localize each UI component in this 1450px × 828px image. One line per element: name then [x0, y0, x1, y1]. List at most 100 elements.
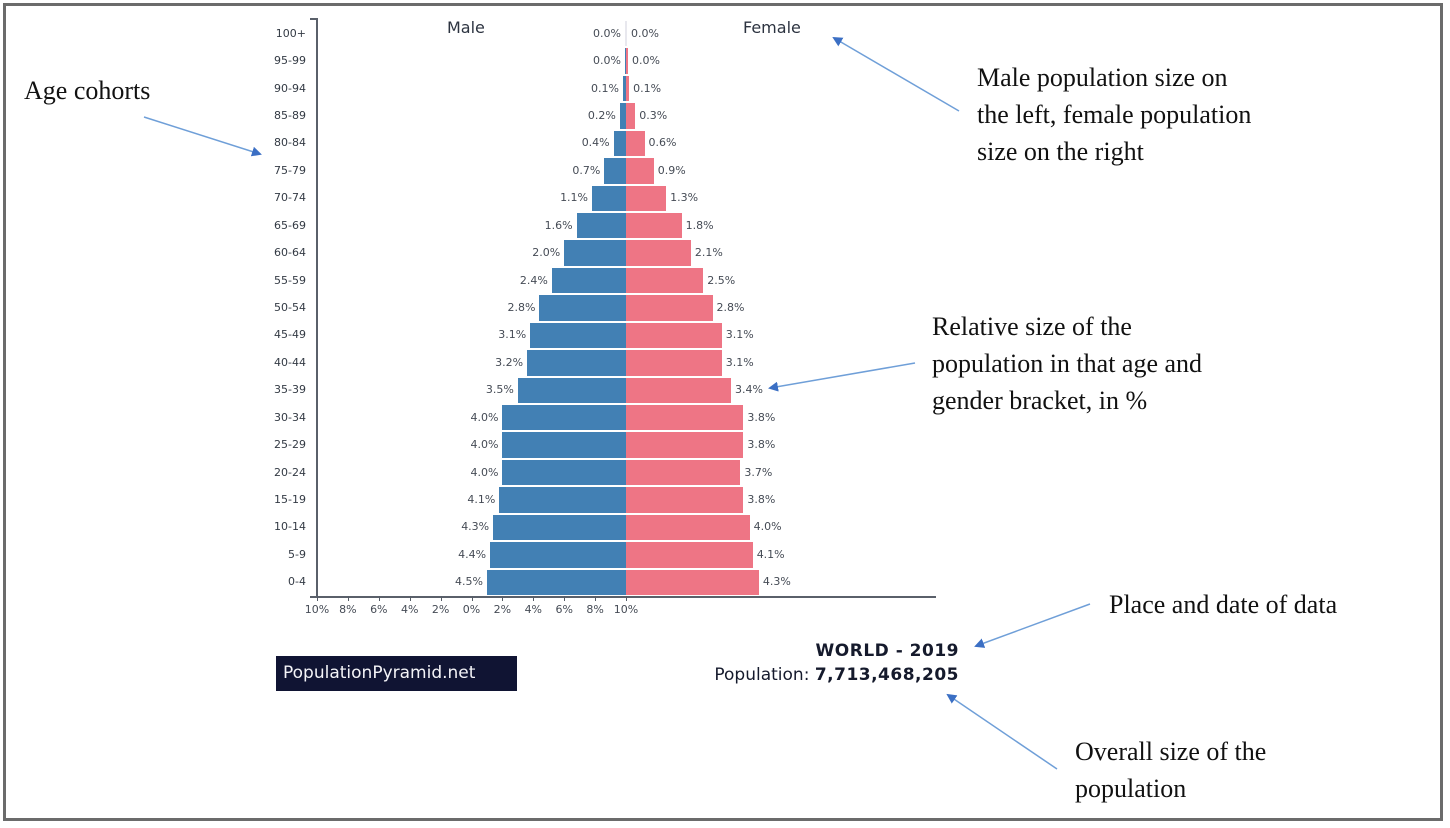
female-value-label: 4.1%: [756, 547, 785, 561]
age-cohort-label: 60-64: [274, 246, 306, 260]
male-value-label: 0.7%: [572, 163, 601, 177]
female-bar: [626, 213, 682, 239]
age-cohort-label: 55-59: [274, 273, 306, 287]
annotation-line: the left, female population: [977, 100, 1252, 129]
age-cohort-label: 0-4: [288, 575, 306, 589]
annotation-relative-size: Relative size of the population in that …: [932, 308, 1202, 419]
x-tick-label: 4%: [400, 603, 419, 616]
female-bar: [626, 75, 630, 102]
population-total: Population: 7,713,468,205: [714, 665, 959, 685]
annotation-line: population in that age and: [932, 349, 1203, 378]
male-bar: [539, 295, 626, 321]
x-tick-label: 10%: [304, 603, 330, 616]
y-axis-cap: [310, 18, 318, 20]
female-value-label: 0.0%: [632, 54, 660, 68]
x-tick: [502, 596, 504, 601]
female-bar: [626, 377, 732, 403]
male-value-label: 1.6%: [544, 218, 573, 232]
x-tick: [378, 596, 380, 601]
annotation-line: Relative size of the: [932, 312, 1132, 341]
arrow-female-label: [832, 36, 960, 112]
population-value: 7,713,468,205: [814, 665, 959, 685]
female-bar: [626, 350, 722, 376]
image-frame: [3, 3, 1443, 821]
male-value-label: 0.4%: [581, 136, 610, 150]
male-bar: [517, 377, 626, 403]
male-value-label: 2.8%: [507, 301, 536, 314]
age-cohort-label: 30-34: [274, 410, 306, 424]
age-cohort-label: 35-39: [274, 383, 306, 397]
female-value-label: 0.1%: [633, 81, 662, 95]
annotation-line: Overall size of the: [1075, 737, 1267, 766]
female-value-label: 0.6%: [648, 136, 677, 150]
female-bar: [626, 295, 713, 321]
female-bar: [626, 432, 744, 458]
age-cohort-label: 85-89: [274, 109, 306, 122]
x-tick: [471, 596, 473, 601]
age-cohort-label: 100+: [275, 26, 306, 40]
arrow-overall-size: [946, 693, 1058, 770]
male-bar: [592, 185, 626, 211]
female-bar: [626, 405, 744, 431]
female-value-label: 1.8%: [685, 218, 714, 232]
age-cohort-label: 75-79: [274, 163, 306, 177]
male-bar: [551, 267, 626, 294]
arrow-place-date: [974, 603, 1091, 648]
female-value-label: 3.7%: [744, 465, 773, 479]
male-bar: [493, 514, 626, 541]
male-value-label: 4.0%: [470, 410, 499, 424]
annotation-line: gender bracket, in %: [932, 386, 1148, 415]
annotation-age-cohorts: Age cohorts: [24, 76, 151, 105]
brand-badge: PopulationPyramid.net: [276, 656, 517, 691]
female-value-label: 2.5%: [707, 273, 736, 287]
female-bar: [626, 267, 704, 294]
female-bar: [626, 21, 627, 47]
x-tick-label: 6%: [555, 603, 573, 616]
male-bar: [622, 75, 626, 102]
female-bar: [626, 322, 722, 349]
female-bar: [626, 542, 753, 568]
arrow-relative-size: [768, 362, 916, 392]
x-axis: [310, 596, 936, 598]
male-bar: [613, 130, 626, 157]
y-axis: [316, 18, 318, 598]
age-cohort-label: 20-24: [274, 465, 306, 479]
age-cohort-label: 25-29: [274, 438, 306, 452]
female-value-label: 2.1%: [694, 246, 723, 260]
male-bar: [619, 103, 626, 129]
annotation-line: population: [1075, 774, 1187, 803]
male-label: Male: [447, 18, 485, 37]
female-bar: [626, 569, 759, 595]
population-prefix: Population:: [714, 665, 810, 685]
male-value-label: 0.0%: [593, 54, 621, 68]
age-cohort-label: 15-19: [274, 493, 306, 506]
x-tick: [347, 596, 349, 601]
age-cohort-label: 50-54: [274, 301, 306, 314]
annotation-male-female: Male population size on the left, female…: [977, 59, 1251, 170]
female-bar: [626, 130, 645, 157]
x-tick-label: 8%: [339, 603, 357, 616]
male-value-label: 2.4%: [519, 273, 548, 287]
annotation-overall-size: Overall size of the population: [1075, 733, 1266, 807]
annotation-place-date: Place and date of data: [1109, 590, 1338, 619]
female-bar: [626, 514, 750, 541]
male-value-label: 4.0%: [470, 465, 499, 479]
age-cohort-label: 90-94: [274, 81, 306, 95]
female-value-label: 3.4%: [735, 383, 763, 397]
male-bar: [625, 48, 626, 74]
female-value-label: 3.1%: [725, 355, 754, 369]
male-bar: [576, 213, 626, 239]
x-tick-label: 0%: [462, 603, 481, 616]
age-cohort-label: 5-9: [288, 547, 306, 561]
male-value-label: 4.5%: [455, 575, 483, 589]
age-cohort-label: 80-84: [274, 136, 306, 150]
x-tick-label: 2%: [431, 603, 450, 616]
male-bar: [502, 405, 626, 431]
age-cohort-label: 70-74: [274, 191, 306, 205]
female-bar: [626, 103, 636, 129]
male-bar: [486, 569, 626, 595]
x-tick-label: 2%: [493, 603, 512, 616]
female-bar: [626, 487, 744, 513]
